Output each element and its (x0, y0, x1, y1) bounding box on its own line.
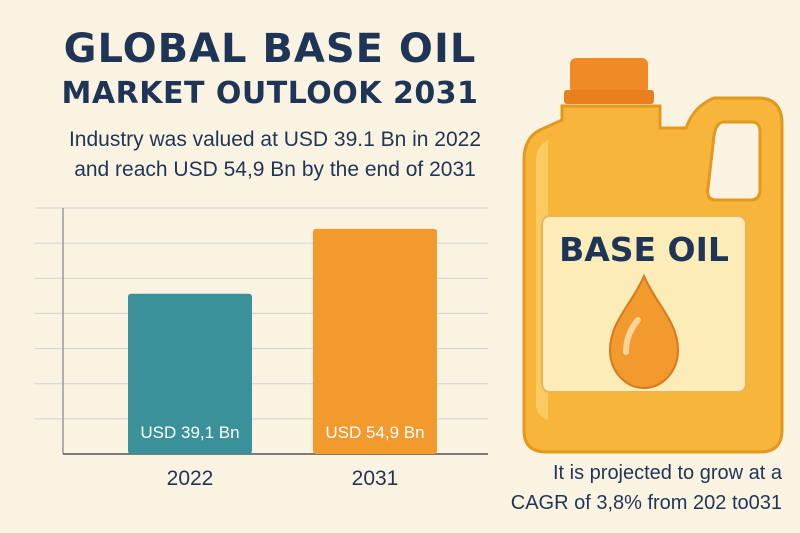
bar-chart: USD 39,1 Bn 2022 USD 54,9 Bn 2031 (35, 207, 488, 490)
bar-2031 (313, 228, 437, 454)
bar-value-label-2031: USD 54,9 Bn (325, 423, 424, 442)
x-tick-label-2031: 2031 (352, 467, 399, 490)
cagr-line-2: CAGR of 3,8% from 202 to031 (510, 492, 782, 514)
summary-line-1: Industry was valued at USD 39.1 Bn in 20… (68, 128, 482, 151)
oil-drop-shine (623, 317, 641, 355)
jug-cap (570, 58, 648, 94)
x-tick-label-2022: 2022 (167, 467, 214, 490)
bar-2022 (128, 293, 252, 454)
jug-cap-ring (564, 90, 654, 104)
chart-gridlines (35, 207, 488, 420)
jug-label-text: BASE OIL (559, 230, 729, 269)
page-subtitle: MARKET OUTLOOK 2031 (61, 76, 479, 111)
oil-drop-icon (608, 273, 680, 390)
bar-value-label-2022: USD 39,1 Bn (140, 423, 239, 442)
cagr-line-1: It is projected to grow at a (552, 462, 782, 484)
summary-line-2: and reach USD 54,9 Bn by the end of 2031 (74, 158, 476, 181)
jug-handle-opening (706, 120, 762, 202)
oil-jug-illustration: BASE OIL (522, 58, 784, 454)
page-title: GLOBAL BASE OIL (63, 26, 477, 72)
